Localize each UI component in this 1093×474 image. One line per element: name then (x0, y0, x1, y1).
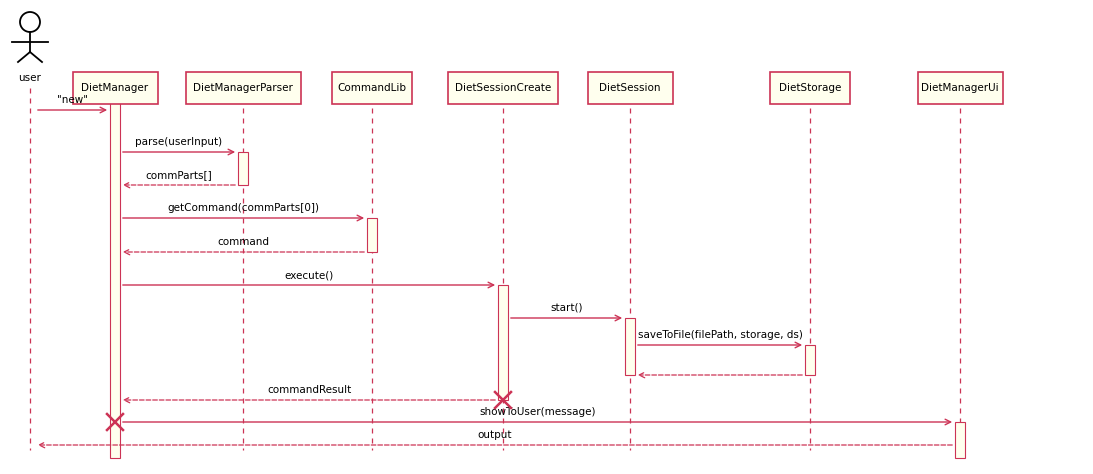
Bar (955, 422, 965, 458)
Bar (186, 72, 301, 104)
Text: output: output (478, 430, 513, 440)
Text: DietManagerParser: DietManagerParser (193, 83, 293, 93)
Text: DietSession: DietSession (599, 83, 661, 93)
Text: DietStorage: DietStorage (779, 83, 842, 93)
Text: DietSessionCreate: DietSessionCreate (455, 83, 551, 93)
Text: "new": "new" (57, 95, 89, 105)
Bar (448, 72, 559, 104)
Text: parse(userInput): parse(userInput) (136, 137, 223, 147)
Bar (588, 72, 672, 104)
Bar (332, 72, 412, 104)
Text: CommandLib: CommandLib (338, 83, 407, 93)
Text: user: user (19, 73, 42, 83)
Bar (498, 285, 508, 400)
Text: DietManager: DietManager (82, 83, 149, 93)
Bar (769, 72, 850, 104)
Bar (238, 152, 248, 185)
Bar (625, 318, 635, 375)
Text: command: command (218, 237, 270, 247)
Text: execute(): execute() (284, 270, 333, 280)
Bar (917, 72, 1002, 104)
Text: DietManagerUi: DietManagerUi (921, 83, 999, 93)
Bar (72, 72, 157, 104)
Text: saveToFile(filePath, storage, ds): saveToFile(filePath, storage, ds) (637, 330, 802, 340)
Bar (367, 218, 377, 252)
Text: showToUser(message): showToUser(message) (479, 407, 596, 417)
Text: commandResult: commandResult (267, 385, 351, 395)
Text: start(): start() (550, 303, 583, 313)
Text: getCommand(commParts[0]): getCommand(commParts[0]) (167, 203, 319, 213)
Bar (806, 345, 815, 375)
Bar (110, 100, 120, 458)
Text: commParts[]: commParts[] (145, 170, 212, 180)
